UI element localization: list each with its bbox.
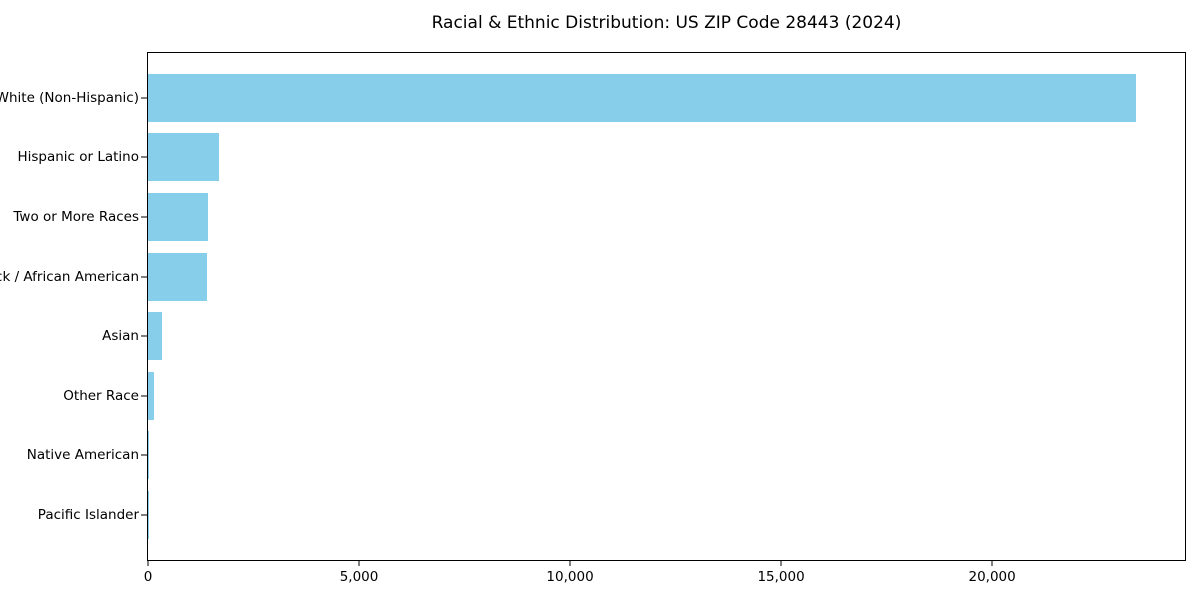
bars-layer: White (Non-Hispanic) Hispanic or Latino Tw… — [0, 68, 1185, 545]
y-tick-label: Black / African American — [0, 268, 139, 285]
bar-black-african-american — [148, 252, 207, 301]
x-tick-label: 5,000 — [339, 569, 379, 585]
x-tick-label: 15,000 — [757, 569, 805, 585]
y-tick-mark — [141, 156, 147, 158]
bar-row: Pacific Islander — [38, 485, 1185, 545]
bar-white-non-hispanic — [148, 73, 1136, 122]
bar-asian — [148, 312, 162, 361]
y-tick-mark — [141, 454, 147, 456]
x-tick-label: 20,000 — [968, 569, 1016, 585]
y-tick-label: Pacific Islander — [37, 506, 139, 523]
bar-row: Black / African American — [0, 247, 1185, 307]
bar-row: White (Non-Hispanic) — [0, 68, 1185, 128]
y-tick-mark — [141, 216, 147, 218]
bar-two-or-more-races — [148, 192, 209, 241]
x-tick-mark — [358, 561, 360, 566]
x-tick-mark — [147, 561, 149, 566]
bar-row: Asian — [102, 306, 1185, 366]
x-tick-label: 0 — [143, 569, 153, 585]
y-tick-mark — [141, 276, 147, 278]
y-tick-label: Native American — [26, 447, 139, 464]
x-tick-mark — [991, 561, 993, 566]
y-tick-mark — [141, 514, 147, 516]
bar-row: Other Race — [63, 366, 1185, 426]
bar-hispanic-or-latino — [148, 133, 219, 182]
bar-native-american — [148, 431, 150, 480]
bar-other-race — [148, 371, 154, 420]
y-tick-label: Two or More Races — [13, 208, 139, 225]
bar-row: Native American — [27, 426, 1185, 486]
y-tick-label: Asian — [102, 328, 139, 345]
y-tick-label: Other Race — [63, 387, 139, 404]
y-tick-mark — [141, 395, 147, 397]
plot-area: White (Non-Hispanic) Hispanic or Latino Tw… — [0, 52, 1186, 585]
y-tick-mark — [141, 97, 147, 99]
y-tick-label: Hispanic or Latino — [17, 149, 139, 166]
bar-row: Hispanic or Latino — [17, 128, 1185, 188]
chart-title: Racial & Ethnic Distribution: US ZIP Cod… — [431, 13, 902, 33]
bar-row: Two or More Races — [13, 187, 1185, 247]
y-tick-label: White (Non-Hispanic) — [0, 89, 139, 106]
x-tick-label: 10,000 — [546, 569, 594, 585]
x-tick-mark — [780, 561, 782, 566]
x-tick-mark — [569, 561, 571, 566]
y-tick-mark — [141, 335, 147, 337]
